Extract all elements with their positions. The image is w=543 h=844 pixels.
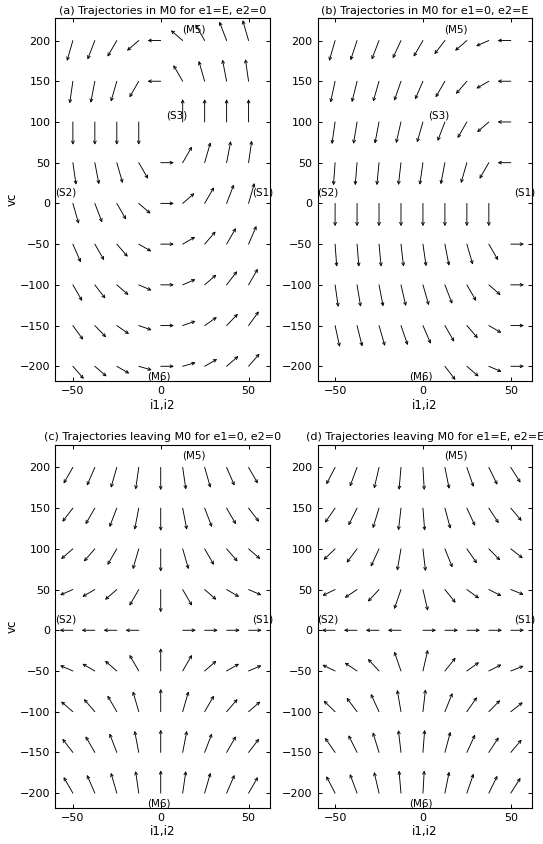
Text: (M6): (M6) <box>409 798 432 809</box>
Title: (d) Trajectories leaving M0 for e1=E, e2=E: (d) Trajectories leaving M0 for e1=E, e2… <box>306 432 543 442</box>
Text: (M5): (M5) <box>444 451 468 461</box>
Text: (S3): (S3) <box>428 111 450 121</box>
Text: (S2): (S2) <box>318 187 339 197</box>
Text: (S1): (S1) <box>252 187 273 197</box>
Title: (a) Trajectories in M0 for e1=E, e2=0: (a) Trajectories in M0 for e1=E, e2=0 <box>59 6 266 15</box>
Y-axis label: vc: vc <box>5 619 18 633</box>
Text: (M6): (M6) <box>147 798 170 809</box>
Text: (M6): (M6) <box>147 371 170 381</box>
Text: (S3): (S3) <box>166 111 187 121</box>
Text: (S2): (S2) <box>318 614 339 625</box>
X-axis label: i1,i2: i1,i2 <box>150 825 175 838</box>
Title: (b) Trajectories in M0 for e1=0, e2=E: (b) Trajectories in M0 for e1=0, e2=E <box>321 6 528 15</box>
Text: (M5): (M5) <box>182 451 205 461</box>
Text: (S1): (S1) <box>252 614 273 625</box>
Text: (S2): (S2) <box>55 614 77 625</box>
Y-axis label: vc: vc <box>5 192 18 206</box>
X-axis label: i1,i2: i1,i2 <box>412 825 438 838</box>
X-axis label: i1,i2: i1,i2 <box>412 398 438 412</box>
X-axis label: i1,i2: i1,i2 <box>150 398 175 412</box>
Text: (M6): (M6) <box>409 371 432 381</box>
Title: (c) Trajectories leaving M0 for e1=0, e2=0: (c) Trajectories leaving M0 for e1=0, e2… <box>44 432 281 442</box>
Text: (S2): (S2) <box>55 187 77 197</box>
Text: (M5): (M5) <box>444 24 468 34</box>
Text: (S1): (S1) <box>514 187 535 197</box>
Text: (M5): (M5) <box>182 24 205 34</box>
Text: (S1): (S1) <box>514 614 535 625</box>
